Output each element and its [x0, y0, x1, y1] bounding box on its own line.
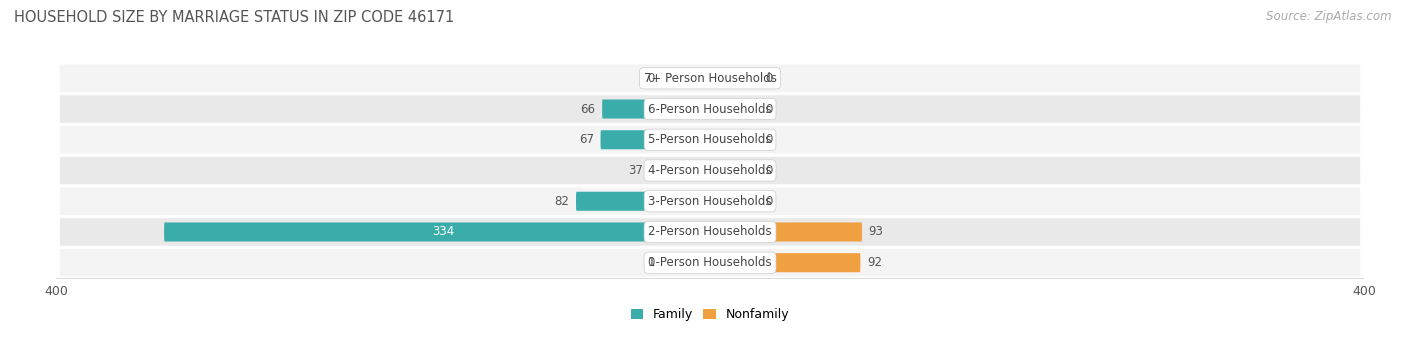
Text: 0: 0 [647, 72, 654, 85]
Text: 6-Person Households: 6-Person Households [648, 103, 772, 116]
Text: 93: 93 [869, 225, 883, 238]
FancyBboxPatch shape [59, 157, 1361, 184]
FancyBboxPatch shape [650, 161, 710, 180]
FancyBboxPatch shape [59, 64, 1361, 92]
FancyBboxPatch shape [710, 161, 759, 180]
FancyBboxPatch shape [710, 100, 759, 119]
FancyBboxPatch shape [59, 187, 1361, 216]
Text: 3-Person Households: 3-Person Households [648, 195, 772, 208]
Text: 0: 0 [647, 256, 654, 269]
Text: 0: 0 [766, 72, 773, 85]
FancyBboxPatch shape [710, 130, 759, 149]
FancyBboxPatch shape [59, 218, 1361, 246]
Text: 0: 0 [766, 195, 773, 208]
FancyBboxPatch shape [710, 253, 860, 272]
Text: 2-Person Households: 2-Person Households [648, 225, 772, 238]
FancyBboxPatch shape [600, 130, 710, 149]
Text: 334: 334 [432, 225, 454, 238]
Text: 67: 67 [579, 133, 593, 146]
Text: HOUSEHOLD SIZE BY MARRIAGE STATUS IN ZIP CODE 46171: HOUSEHOLD SIZE BY MARRIAGE STATUS IN ZIP… [14, 10, 454, 25]
Legend: Family, Nonfamily: Family, Nonfamily [631, 308, 789, 321]
FancyBboxPatch shape [661, 69, 710, 88]
Text: 82: 82 [554, 195, 569, 208]
Text: 0: 0 [766, 133, 773, 146]
FancyBboxPatch shape [59, 125, 1361, 154]
Text: 92: 92 [868, 256, 882, 269]
FancyBboxPatch shape [710, 69, 759, 88]
Text: 0: 0 [766, 103, 773, 116]
Text: Source: ZipAtlas.com: Source: ZipAtlas.com [1267, 10, 1392, 23]
Text: 37: 37 [628, 164, 643, 177]
FancyBboxPatch shape [59, 95, 1361, 123]
Text: 66: 66 [581, 103, 596, 116]
Text: 7+ Person Households: 7+ Person Households [644, 72, 776, 85]
FancyBboxPatch shape [59, 249, 1361, 277]
FancyBboxPatch shape [576, 192, 710, 211]
Text: 0: 0 [766, 164, 773, 177]
Text: 4-Person Households: 4-Person Households [648, 164, 772, 177]
FancyBboxPatch shape [710, 222, 862, 241]
Text: 1-Person Households: 1-Person Households [648, 256, 772, 269]
FancyBboxPatch shape [710, 192, 759, 211]
FancyBboxPatch shape [661, 253, 710, 272]
FancyBboxPatch shape [602, 100, 710, 119]
Text: 5-Person Households: 5-Person Households [648, 133, 772, 146]
FancyBboxPatch shape [165, 222, 710, 241]
